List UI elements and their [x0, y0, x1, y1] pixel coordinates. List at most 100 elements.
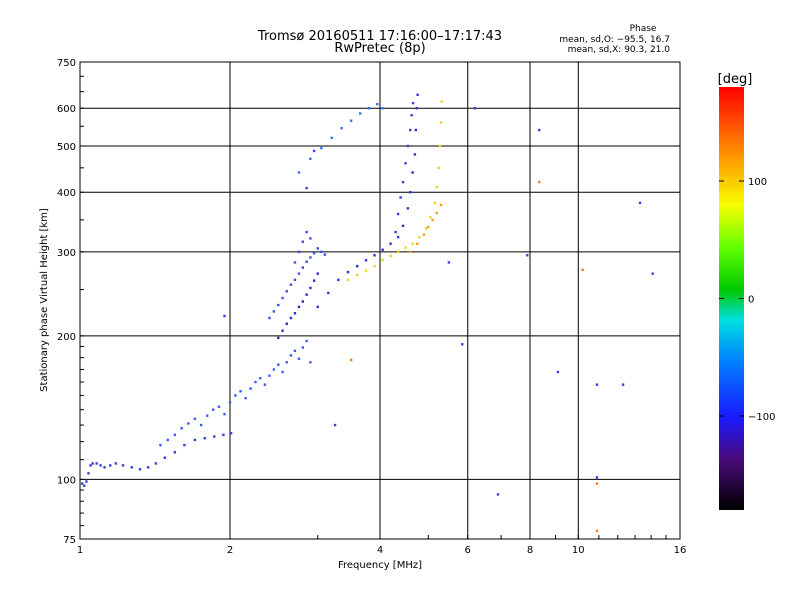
data-point: [173, 433, 177, 437]
data-point: [410, 114, 413, 117]
data-point: [439, 203, 443, 207]
data-point: [293, 312, 297, 315]
data-point: [312, 279, 316, 282]
data-point: [438, 144, 442, 148]
data-point: [415, 107, 418, 110]
data-point: [355, 264, 359, 268]
data-point: [297, 171, 301, 174]
data-point: [293, 278, 297, 282]
data-point: [340, 126, 343, 130]
data-point: [297, 272, 301, 275]
data-point: [91, 462, 94, 465]
data-point: [381, 248, 384, 251]
data-point: [431, 218, 434, 222]
data-point: [346, 278, 350, 282]
data-point: [199, 423, 203, 427]
data-point: [217, 405, 221, 408]
y-tick-labels: 75 100 200 300 400 500 600 750: [57, 58, 76, 546]
data-point: [301, 240, 305, 243]
data-point: [373, 264, 376, 268]
data-point: [316, 305, 319, 309]
data-point: [146, 466, 150, 469]
y-tick-label: 200: [57, 332, 76, 343]
data-point: [305, 186, 308, 190]
data-point: [409, 250, 412, 254]
data-point: [381, 259, 384, 262]
data-point: [223, 412, 226, 416]
data-point: [285, 290, 288, 293]
data-point: [228, 401, 232, 404]
data-point: [173, 451, 177, 454]
data-point: [538, 180, 541, 184]
data-point: [109, 464, 112, 467]
data-point: [301, 266, 305, 269]
data-point: [595, 482, 599, 485]
x-tick-label: 16: [674, 545, 687, 556]
data-point: [259, 376, 262, 380]
data-point: [268, 374, 271, 377]
data-point: [316, 272, 319, 275]
chart-title: Tromsø 20160511 17:16:00–17:17:43: [257, 29, 502, 44]
grid-lines: [79, 62, 681, 539]
data-point: [89, 464, 92, 467]
data-point: [281, 370, 284, 374]
data-point: [621, 383, 625, 386]
x-tick-label: 4: [377, 545, 383, 556]
data-point: [638, 201, 642, 205]
data-point: [323, 253, 327, 256]
chart-subtitle: RwPretec (8p): [334, 41, 425, 56]
data-point: [320, 146, 323, 150]
data-point: [409, 128, 412, 132]
data-point: [433, 201, 436, 205]
data-point: [130, 466, 133, 469]
plot-frame: [79, 61, 681, 540]
data-point: [415, 242, 419, 245]
colorbar-tick-label: −100: [748, 412, 775, 423]
data-point: [401, 180, 405, 184]
data-point: [396, 212, 400, 216]
data-point: [281, 329, 284, 332]
data-point: [249, 387, 252, 390]
data-point: [595, 476, 599, 479]
y-tick-label: 100: [57, 475, 76, 486]
data-point: [406, 144, 410, 148]
data-point: [305, 293, 308, 296]
data-point: [389, 242, 392, 245]
data-point: [301, 300, 305, 303]
data-point: [473, 107, 477, 110]
x-tick-label: 2: [227, 545, 233, 556]
x-axis-label: Frequency [MHz]: [338, 560, 422, 571]
data-point: [180, 427, 183, 430]
x-tick-label: 1: [77, 545, 83, 556]
data-point: [305, 230, 308, 234]
data-point: [203, 437, 206, 440]
data-point: [234, 394, 237, 397]
data-point: [293, 261, 297, 264]
data-point: [99, 464, 102, 467]
data-point: [394, 230, 397, 234]
data-point: [376, 102, 379, 106]
data-point: [435, 211, 438, 215]
x-tick-label: 10: [572, 545, 585, 556]
data-point: [496, 493, 500, 496]
data-point: [87, 472, 90, 475]
data-point: [404, 162, 407, 165]
data-point: [411, 171, 414, 174]
data-point: [213, 435, 216, 438]
data-point: [312, 149, 316, 153]
data-point: [401, 224, 405, 228]
data-point: [406, 207, 410, 210]
data-point: [526, 254, 529, 257]
data-point: [364, 269, 368, 272]
data-point: [367, 107, 371, 110]
data-point: [349, 119, 353, 122]
data-point: [422, 233, 426, 236]
data-point: [399, 196, 402, 199]
data-point: [85, 480, 88, 483]
data-point: [651, 272, 654, 275]
data-point: [103, 466, 106, 469]
data-point: [277, 363, 280, 366]
colorbar-label: [deg]: [718, 72, 753, 87]
x-tick-label: 6: [465, 545, 471, 556]
data-point: [281, 296, 284, 300]
